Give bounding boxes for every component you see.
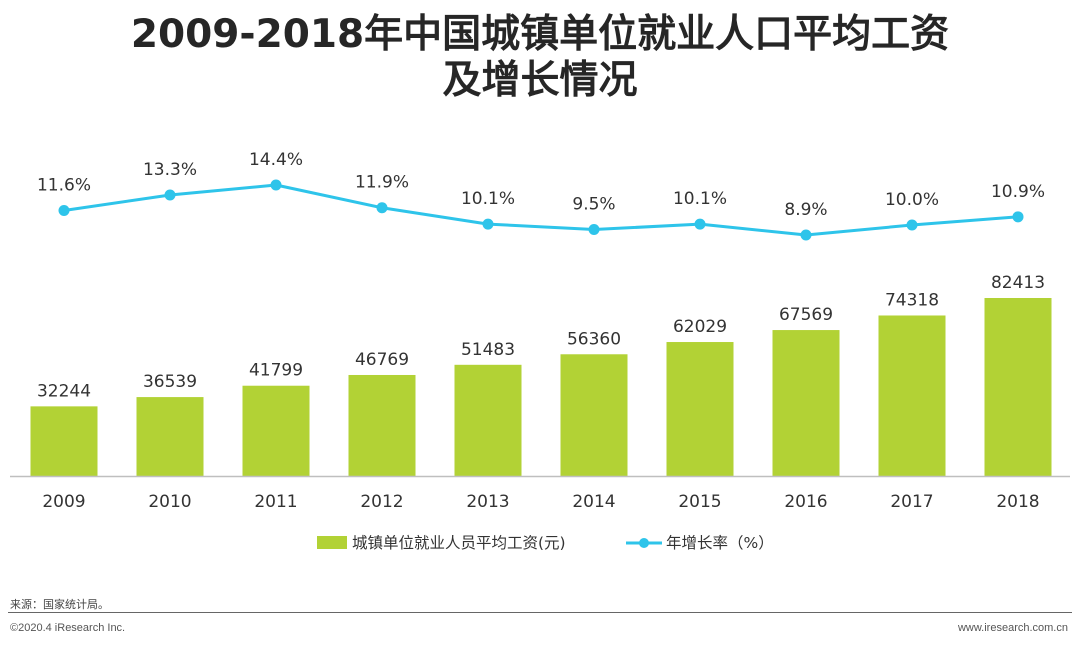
- legend-label-wage: 城镇单位就业人员平均工资(元): [352, 534, 566, 552]
- growth-label-2012: 11.9%: [355, 173, 409, 193]
- growth-label-2009: 11.6%: [37, 175, 91, 195]
- x-tick-label-2011: 2011: [254, 492, 297, 512]
- x-tick-label-2016: 2016: [784, 492, 827, 512]
- growth-point-2017: [906, 219, 918, 231]
- copyright-text: ©2020.4 iResearch Inc.: [10, 622, 126, 634]
- x-tick-label-2009: 2009: [42, 492, 85, 512]
- legend-marker-growth: [639, 538, 649, 548]
- bar-label-2009: 32244: [37, 381, 91, 401]
- bar-label-2012: 46769: [355, 350, 409, 370]
- chart-title-line2: 及增长情况: [442, 58, 638, 104]
- bar-2017: [878, 315, 946, 476]
- bar-2013: [454, 364, 522, 476]
- growth-label-2016: 8.9%: [784, 200, 827, 220]
- x-tick-label-2017: 2017: [890, 492, 933, 512]
- growth-point-2010: [164, 189, 176, 201]
- bar-2009: [30, 406, 98, 476]
- source-note: 来源：国家统计局。: [10, 598, 109, 611]
- bar-2018: [984, 298, 1052, 476]
- x-tick-label-2013: 2013: [466, 492, 509, 512]
- growth-label-2017: 10.0%: [885, 190, 939, 210]
- growth-label-2015: 10.1%: [673, 189, 727, 209]
- bar-label-2014: 56360: [567, 329, 621, 349]
- legend-label-growth: 年增长率（%）: [666, 534, 774, 552]
- x-tick-label-2012: 2012: [360, 492, 403, 512]
- growth-label-2013: 10.1%: [461, 189, 515, 209]
- bar-label-2010: 36539: [143, 372, 197, 392]
- bar-label-2016: 67569: [779, 305, 833, 325]
- x-tick-label-2015: 2015: [678, 492, 721, 512]
- bar-label-2015: 62029: [673, 317, 727, 337]
- bar-label-2017: 74318: [885, 290, 939, 310]
- bar-2014: [560, 354, 628, 476]
- growth-point-2012: [376, 202, 388, 214]
- growth-rate-line: [63, 183, 1019, 237]
- legend-swatch-wage: [317, 536, 347, 549]
- bar-2016: [772, 330, 840, 476]
- footer-divider: [8, 612, 1072, 613]
- bar-2011: [242, 385, 310, 476]
- x-tick-label-2018: 2018: [996, 492, 1039, 512]
- chart-title: 2009-2018年中国城镇单位就业人口平均工资 及增长情况: [0, 12, 1080, 104]
- website-link[interactable]: www.iresearch.com.cn: [957, 622, 1068, 634]
- growth-label-2011: 14.4%: [249, 150, 303, 170]
- bar-label-2018: 82413: [991, 273, 1045, 293]
- chart-title-line1: 2009-2018年中国城镇单位就业人口平均工资: [130, 12, 950, 57]
- chart-area: 32244 36539 41799 46769 51483 56360 62029 67569…: [10, 150, 1070, 552]
- growth-label-2014: 9.5%: [572, 195, 615, 215]
- growth-point-2018: [1012, 211, 1024, 223]
- growth-point-2015: [694, 218, 706, 230]
- growth-point-2013: [482, 218, 494, 230]
- bar-2012: [348, 374, 416, 476]
- growth-point-2016: [800, 229, 812, 241]
- growth-label-2018: 10.9%: [991, 182, 1045, 202]
- growth-point-2014: [588, 224, 600, 236]
- bar-2015: [666, 342, 734, 476]
- growth-point-2011: [270, 179, 282, 191]
- bar-label-2011: 41799: [249, 361, 303, 381]
- bar-label-2013: 51483: [461, 340, 515, 360]
- x-tick-label-2010: 2010: [148, 492, 191, 512]
- growth-point-2009: [58, 204, 70, 216]
- x-tick-label-2014: 2014: [572, 492, 615, 512]
- growth-label-2010: 13.3%: [143, 160, 197, 180]
- bar-2010: [136, 397, 204, 476]
